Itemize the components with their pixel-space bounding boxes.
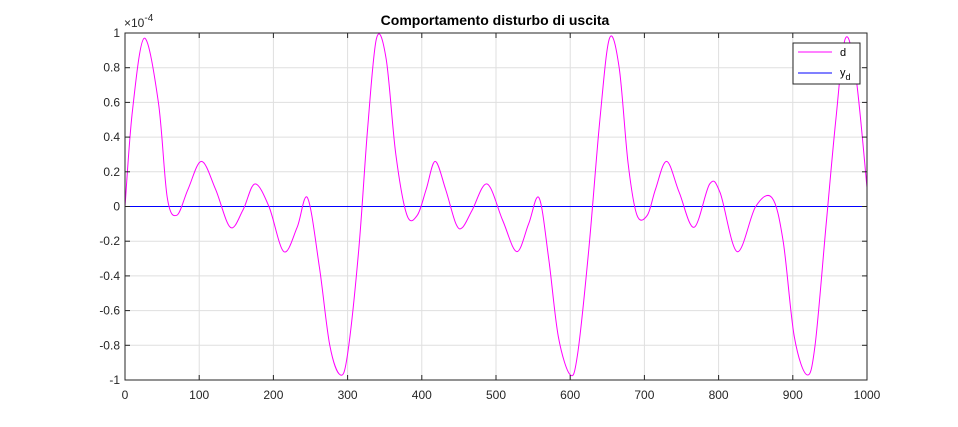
y-exponent-base: ×10 [124, 16, 145, 30]
x-tick-label: 200 [263, 388, 283, 402]
chart-title: Comportamento disturbo di uscita [381, 12, 610, 28]
y-tick-label: 0.2 [103, 165, 120, 179]
legend-label-yd: yd [840, 67, 851, 82]
y-tick-label: -0.4 [99, 269, 120, 283]
tick-labels: 0 100 200 300 400 500 600 700 800 900 1000 -1 -0.8 -0… [99, 26, 880, 402]
y-tick-label: -0.8 [99, 338, 120, 352]
plot-area [124, 33, 868, 377]
legend-box [792, 42, 861, 85]
legend-label-yd-main: y [840, 67, 846, 79]
legend[interactable]: d yd [792, 42, 861, 85]
x-tick-label: 100 [189, 388, 209, 402]
y-tick-label: -1 [109, 373, 120, 387]
legend-label-yd-subscript: d [846, 72, 851, 82]
tick-marks [124, 32, 868, 381]
y-tick-label: 1 [113, 26, 120, 40]
x-tick-label: 300 [338, 388, 358, 402]
y-exponent-power: -4 [144, 13, 153, 24]
x-tick-label: 600 [560, 388, 580, 402]
y-tick-label: 0 [113, 200, 120, 214]
y-tick-label: -0.6 [99, 304, 120, 318]
y-tick-label: 0.8 [103, 61, 120, 75]
y-tick-label: 0.4 [103, 130, 120, 144]
x-tick-label: 700 [634, 388, 654, 402]
y-exponent-label: ×10-4 [124, 13, 154, 30]
x-tick-label: 800 [709, 388, 729, 402]
svg-text:×10-4: ×10-4 [124, 13, 154, 30]
x-tick-label: 1000 [854, 388, 881, 402]
series-line-d [124, 33, 868, 377]
x-tick-label: 900 [783, 388, 803, 402]
y-tick-label: -0.2 [99, 234, 120, 248]
x-tick-label: 400 [412, 388, 432, 402]
x-tick-label: 500 [486, 388, 506, 402]
legend-label-d: d [840, 47, 846, 59]
x-tick-label: 0 [122, 388, 129, 402]
y-tick-label: 0.6 [103, 95, 120, 109]
